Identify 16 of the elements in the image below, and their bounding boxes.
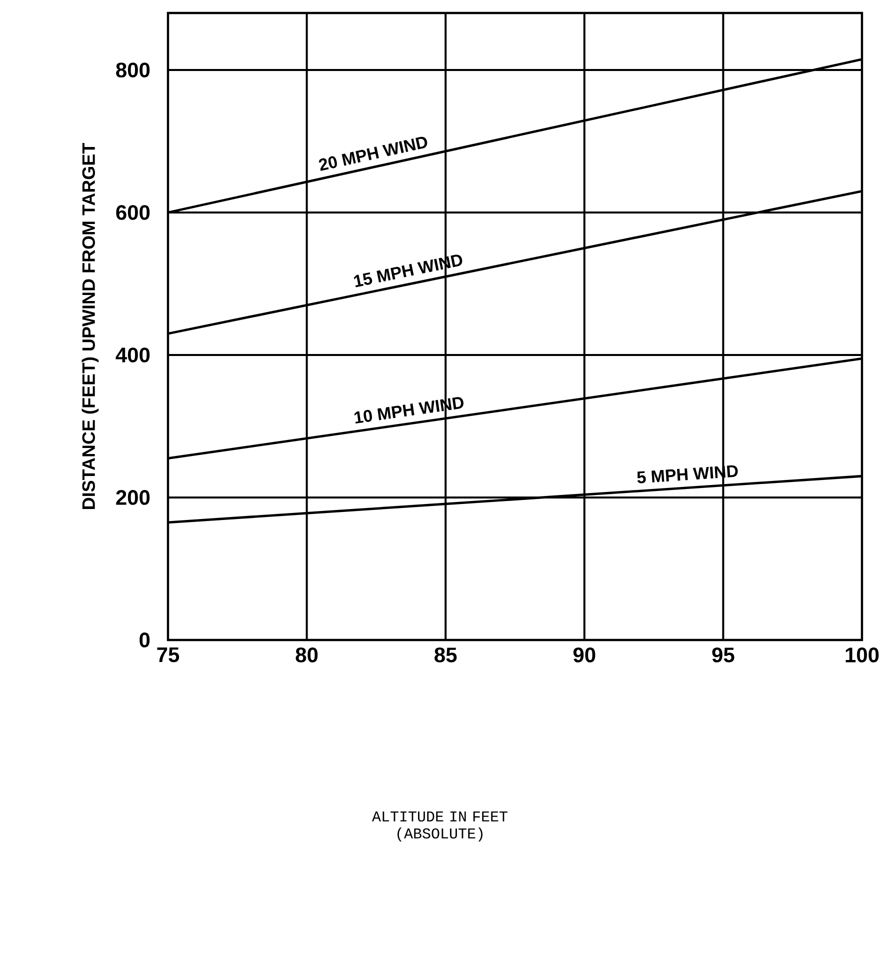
x-tick-label: 75: [157, 648, 180, 662]
text: 15 MPH WIND: [354, 254, 462, 288]
x-tick-label: 95: [712, 648, 734, 662]
y-tick-label: 200: [116, 490, 150, 505]
text: 20 MPH WIND: [318, 136, 428, 171]
x-tick-label: 85: [434, 648, 457, 662]
y-tick-label: 0: [140, 632, 150, 648]
y-axis-title: DISTANCE (FEET) UPWIND FROM TARGET: [82, 143, 99, 509]
y-tick-label: 800: [116, 62, 150, 78]
x-tick-label: 90: [573, 648, 596, 662]
x-tick-label: 80: [296, 648, 318, 662]
text: ALTITUDE IN FEET (ABSOLUTE): [372, 812, 508, 842]
x-tick-label: 100: [846, 648, 879, 662]
y-tick-label: 600: [116, 205, 150, 220]
y-tick-label: 400: [116, 348, 150, 362]
text: 10 MPH WIND: [354, 397, 464, 424]
